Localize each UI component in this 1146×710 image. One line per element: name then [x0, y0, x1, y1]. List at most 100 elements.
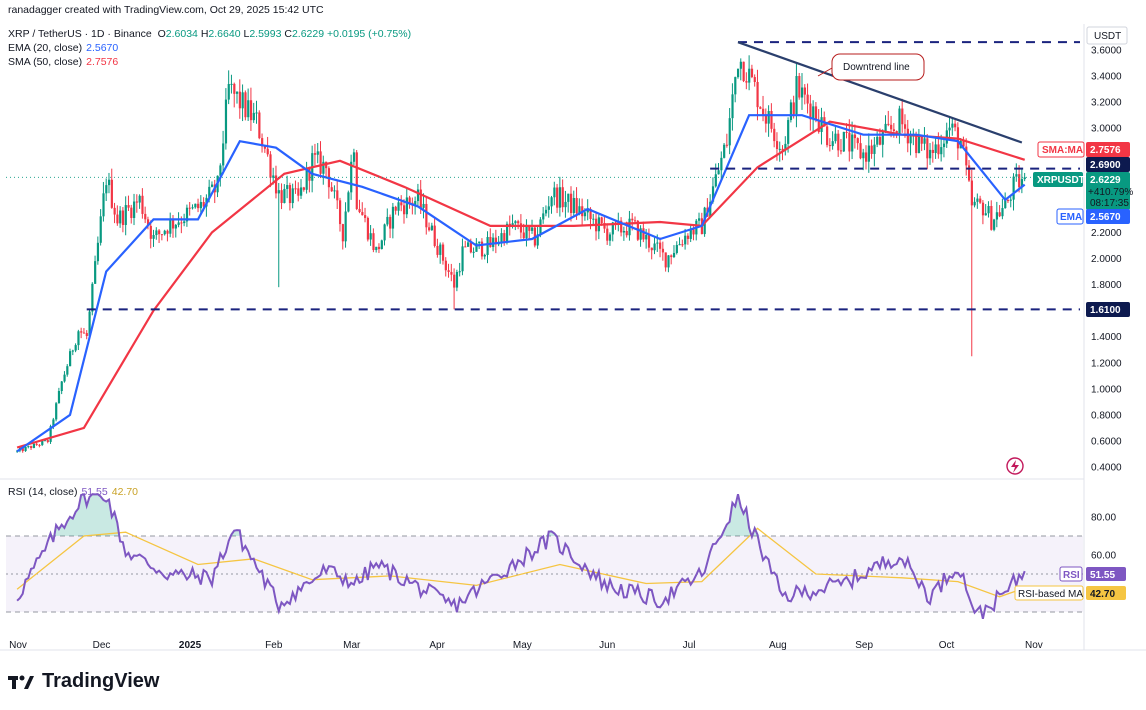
candle-body [88, 311, 91, 336]
candle-body [263, 146, 267, 149]
candle [806, 83, 809, 114]
candle [467, 240, 470, 247]
candle-body [110, 179, 113, 208]
candle-body [233, 83, 236, 94]
candle-body [366, 217, 370, 240]
candle [984, 204, 987, 216]
candle-body [252, 112, 255, 121]
symbol-tag-name: XRPUSDT [1037, 175, 1085, 186]
candle [901, 98, 904, 133]
candle [238, 79, 241, 119]
candle [867, 133, 870, 173]
candle-body [283, 188, 286, 203]
candle [492, 233, 495, 252]
candle-body [300, 187, 303, 196]
candle [550, 195, 553, 214]
candle-body [556, 187, 559, 208]
candle [400, 195, 403, 212]
candle [934, 137, 937, 159]
candle [547, 196, 550, 218]
candle [85, 330, 88, 340]
candle [391, 202, 395, 239]
symbol-title: XRP / TetherUS · 1D · Binance [8, 28, 152, 40]
candle-body [74, 345, 77, 351]
candle-body [931, 149, 935, 153]
candle [455, 269, 459, 292]
candle-body [202, 202, 205, 207]
candle [558, 176, 562, 217]
candle-body [692, 229, 695, 235]
candle [135, 194, 139, 213]
candle-body [96, 242, 100, 262]
last-tag-change: +410.79% [1088, 187, 1133, 198]
candle [191, 204, 194, 210]
candle-body [297, 188, 300, 196]
candle-body [803, 87, 806, 95]
candle-body [711, 186, 715, 202]
candle-body [723, 144, 726, 158]
candle [224, 88, 228, 150]
candle [338, 197, 342, 232]
candle [862, 148, 865, 171]
candle [355, 150, 358, 211]
candle-body [99, 216, 102, 243]
candle-body [333, 190, 336, 192]
rsi-ma-legend-value: 42.70 [111, 486, 139, 498]
candle-body [255, 112, 258, 114]
candle [447, 263, 450, 278]
candle [725, 133, 729, 148]
candle-body [183, 221, 186, 224]
rsi-band [6, 536, 1083, 612]
candle-body [940, 147, 943, 155]
candle-body [492, 237, 495, 248]
candle [394, 205, 397, 215]
candle-body [494, 237, 498, 245]
candle-body [302, 187, 306, 190]
candle-body [973, 201, 976, 206]
candle [82, 328, 86, 334]
candle-body [848, 132, 851, 152]
candle-body [884, 123, 887, 133]
open-label: O [157, 28, 166, 40]
candle-body [135, 201, 139, 203]
candle-body [522, 232, 525, 239]
candle-body [845, 131, 848, 133]
candle-body [480, 241, 484, 257]
rsi-legend[interactable]: RSI (14, close) 51.55 42.70 [8, 486, 138, 498]
candle-body [197, 203, 200, 209]
ema-legend-label: EMA (20, close) [8, 42, 83, 54]
candle-body [672, 252, 676, 258]
candle-body [948, 127, 951, 131]
price-tick-label: 0.4000 [1091, 463, 1122, 474]
candle [639, 225, 642, 247]
ema-legend[interactable]: EMA (20, close) 2.5670 [8, 42, 118, 54]
candle [194, 203, 197, 209]
candle-body [35, 443, 38, 445]
candle [542, 207, 545, 224]
candle-body [778, 148, 781, 150]
candle [931, 141, 935, 163]
candle [144, 206, 147, 224]
candle-body [954, 123, 957, 128]
candle-body [561, 187, 564, 208]
rsi-tag-name: RSI [1063, 570, 1080, 581]
candle [286, 175, 289, 199]
candle [247, 88, 250, 121]
candle [993, 218, 996, 232]
candle [517, 219, 520, 230]
candle-body [892, 129, 896, 131]
candle-body [188, 207, 191, 209]
candle-body [578, 206, 581, 214]
candle [567, 193, 570, 213]
candle-body [453, 274, 456, 288]
price-tick-label: 0.8000 [1091, 410, 1122, 421]
candle-body [119, 210, 122, 224]
candle-body [967, 165, 971, 181]
candle-body [645, 234, 648, 240]
candle-body [820, 117, 823, 133]
candle-body [146, 219, 150, 226]
candle-body [144, 213, 147, 220]
sma-legend[interactable]: SMA (50, close) 2.7576 [8, 56, 118, 68]
